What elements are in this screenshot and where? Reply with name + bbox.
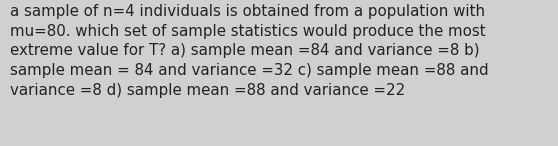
- Text: a sample of n=4 individuals is obtained from a population with
mu=80. which set : a sample of n=4 individuals is obtained …: [10, 4, 489, 98]
